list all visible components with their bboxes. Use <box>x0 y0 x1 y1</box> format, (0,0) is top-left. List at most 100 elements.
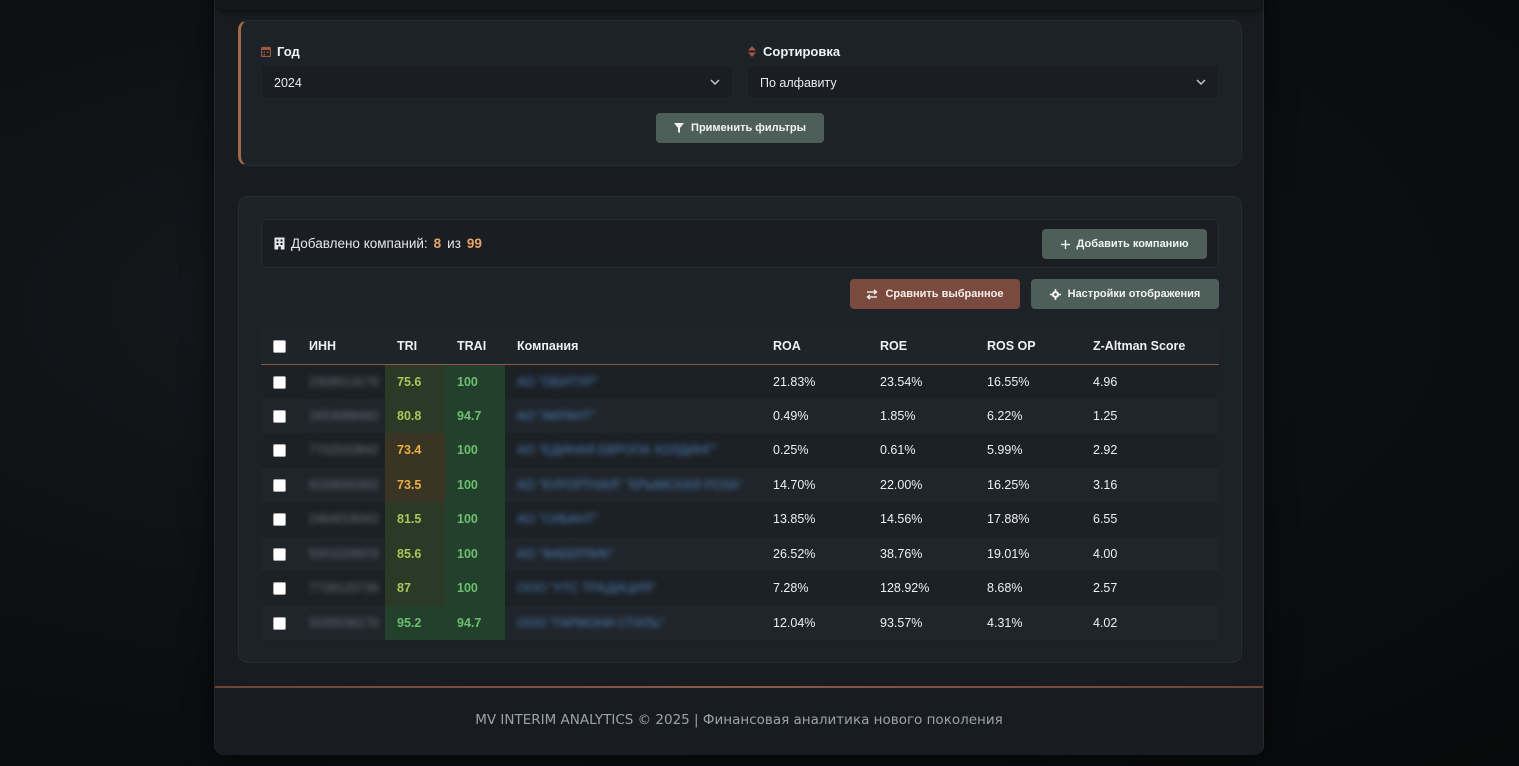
select-all-cell <box>261 328 297 364</box>
ros-op-cell: 19.01% <box>987 546 1030 561</box>
table-row[interactable]: 7728120736 87 100 ООО "УТС ТРАДИЦИЯ" 7.28% 12… <box>261 571 1219 606</box>
trai-cell: 100 <box>445 364 505 399</box>
tri-cell: 81.5 <box>385 502 445 537</box>
roa-cell: 13.85% <box>773 512 816 527</box>
apply-filters-button[interactable]: Применить фильтры <box>656 113 824 143</box>
add-company-label: Добавить компанию <box>1076 238 1189 250</box>
roe-cell: 14.56% <box>880 512 923 527</box>
inn-cell: 5035036170 <box>309 615 379 630</box>
footer-divider <box>215 686 1263 688</box>
filters-panel: Год 2024 Сортировка По алфавиту Применит… <box>238 20 1242 166</box>
trai-cell: 100 <box>445 502 505 537</box>
row-checkbox[interactable] <box>273 478 286 492</box>
inn-cell: 1653088462 <box>309 408 379 423</box>
column-header-tri[interactable]: TRI <box>397 338 418 353</box>
company-cell[interactable]: ООО "УТС ТРАДИЦИЯ" <box>517 581 656 596</box>
column-header-roa[interactable]: ROA <box>773 338 801 353</box>
column-header-z-altman[interactable]: Z-Altman Score <box>1093 338 1186 353</box>
roe-cell: 1.85% <box>880 408 916 423</box>
column-header-trai[interactable]: TRAI <box>457 338 487 353</box>
company-cell[interactable]: АО "ЕДИНАЯ ЕВРОПА ХОЛДИНГ" <box>517 443 717 458</box>
companies-count: Добавлено компаний: 8 из 99 <box>274 236 482 251</box>
add-company-button[interactable]: Добавить компанию <box>1042 229 1207 259</box>
row-select-cell <box>261 502 297 537</box>
tri-cell: 75.6 <box>385 364 445 399</box>
row-checkbox[interactable] <box>273 375 286 389</box>
company-cell[interactable]: АО "ФАБЕРЛИК" <box>517 546 614 561</box>
sort-select[interactable]: По алфавиту <box>747 65 1219 99</box>
column-header-inn[interactable]: ИНН <box>309 338 337 353</box>
roe-cell: 93.57% <box>880 615 923 630</box>
roe-cell: 0.61% <box>880 443 916 458</box>
z-altman-cell: 4.96 <box>1093 374 1118 389</box>
row-checkbox[interactable] <box>273 513 286 527</box>
compare-selected-label: Сравнить выбранное <box>885 288 1004 300</box>
tri-cell: 80.8 <box>385 398 445 433</box>
header-strip <box>215 0 1263 10</box>
row-checkbox[interactable] <box>273 616 286 630</box>
tri-cell: 85.6 <box>385 536 445 571</box>
inn-cell: 7728120736 <box>309 581 379 596</box>
roe-cell: 23.54% <box>880 374 923 389</box>
row-checkbox[interactable] <box>273 444 286 458</box>
table-row[interactable]: 5001026970 85.6 100 АО "ФАБЕРЛИК" 26.52% 38.7… <box>261 536 1219 571</box>
apply-filters-label: Применить фильтры <box>691 122 806 134</box>
trai-cell: 100 <box>445 536 505 571</box>
row-checkbox[interactable] <box>273 547 286 561</box>
ros-op-cell: 17.88% <box>987 512 1030 527</box>
roa-cell: 21.83% <box>773 374 816 389</box>
z-altman-cell: 4.02 <box>1093 615 1118 630</box>
z-altman-cell: 1.25 <box>1093 408 1118 423</box>
z-altman-cell: 3.16 <box>1093 477 1118 492</box>
inn-cell: 2309013170 <box>309 374 379 389</box>
roa-cell: 12.04% <box>773 615 816 630</box>
table-row[interactable]: 1653088462 80.8 94.7 АО "АКРАНТ" 0.49% 1.85% 6… <box>261 398 1219 434</box>
tri-cell: 73.4 <box>385 433 445 468</box>
ros-op-cell: 6.22% <box>987 408 1023 423</box>
company-cell[interactable]: ООО "ГАРМОНИ СТИЛЬ" <box>517 615 665 630</box>
table-row[interactable]: 9109000302 73.5 100 АО "КУРОРТНАЯ" "КРЫМСКА… <box>261 467 1219 503</box>
row-select-cell <box>261 468 297 503</box>
company-cell[interactable]: АО "ОБИТУР" <box>517 374 598 389</box>
company-cell[interactable]: АО "СИБАНТ" <box>517 512 599 527</box>
company-cell[interactable]: АО "АКРАНТ" <box>517 408 596 423</box>
table-row[interactable]: 2464018342 81.5 100 АО "СИБАНТ" 13.85% 14.56%… <box>261 502 1219 537</box>
gear-icon <box>1049 288 1061 300</box>
exchange-icon <box>866 288 879 300</box>
z-altman-cell: 2.57 <box>1093 581 1118 596</box>
year-select[interactable]: 2024 <box>261 65 733 99</box>
table-row[interactable]: 2309013170 75.6 100 АО "ОБИТУР" 21.83% 23.54%… <box>261 364 1219 399</box>
compare-selected-button[interactable]: Сравнить выбранное <box>850 279 1020 309</box>
roa-cell: 0.49% <box>773 408 809 423</box>
plus-icon <box>1060 239 1070 249</box>
sort-icon <box>748 46 756 57</box>
row-select-cell <box>261 571 297 606</box>
inn-cell: 7702020842 <box>309 443 379 458</box>
row-checkbox[interactable] <box>273 582 286 596</box>
sort-label-text: Сортировка <box>763 44 841 59</box>
display-settings-button[interactable]: Настройки отображения <box>1031 279 1219 309</box>
column-header-company[interactable]: Компания <box>517 338 579 353</box>
column-header-ros-op[interactable]: ROS OP <box>987 338 1036 353</box>
select-all-checkbox[interactable] <box>273 339 286 353</box>
roa-cell: 7.28% <box>773 581 809 596</box>
row-checkbox[interactable] <box>273 409 286 423</box>
table-row[interactable]: 5035036170 95.2 94.7 ООО "ГАРМОНИ СТИЛЬ" 12.… <box>261 605 1219 640</box>
added-count: 8 <box>433 236 442 251</box>
year-label: Год <box>261 44 300 59</box>
row-select-cell <box>261 399 297 434</box>
ros-op-cell: 16.55% <box>987 374 1030 389</box>
inn-cell: 5001026970 <box>309 546 379 561</box>
display-settings-label: Настройки отображения <box>1067 288 1201 300</box>
roe-cell: 128.92% <box>880 581 930 596</box>
company-cell[interactable]: АО "КУРОРТНАЯ" "КРЫМСКАЯ РОЗА" <box>517 477 743 492</box>
companies-table: ИНН TRI TRAI Компания ROA ROE ROS OP Z-A… <box>261 328 1219 641</box>
calendar-icon <box>261 46 271 57</box>
row-select-cell <box>261 364 297 399</box>
z-altman-cell: 4.00 <box>1093 546 1118 561</box>
year-select-value: 2024 <box>274 76 302 90</box>
filter-icon <box>674 123 685 133</box>
column-header-roe[interactable]: ROE <box>880 338 908 353</box>
tri-cell: 73.5 <box>385 467 445 502</box>
table-row[interactable]: 7702020842 73.4 100 АО "ЕДИНАЯ ЕВРОПА ХОЛДИ… <box>261 433 1219 468</box>
